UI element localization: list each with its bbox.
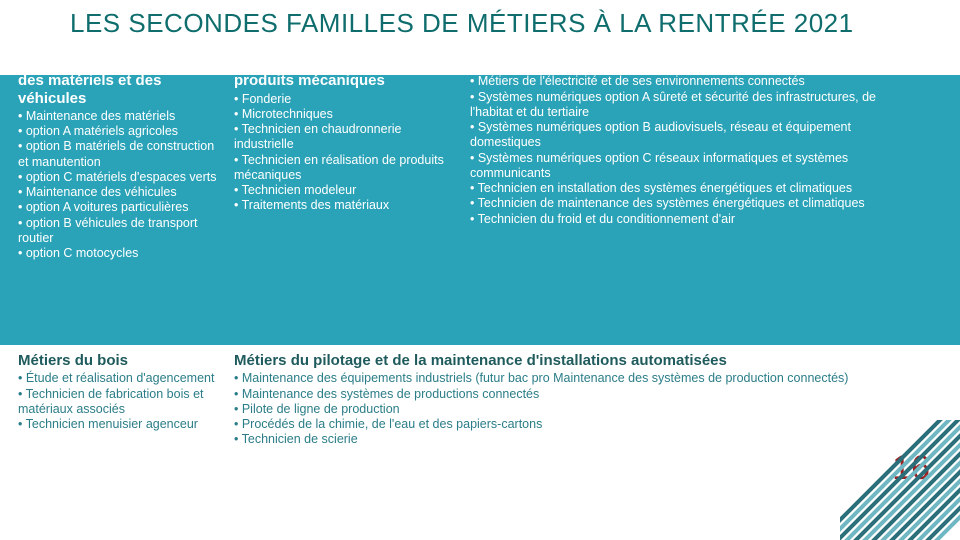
page-number: 16 — [892, 449, 930, 488]
body-bois: • Étude et réalisation d'agencement • Te… — [18, 371, 218, 432]
heading-realisation: Métiers de la réalisation de produits mé… — [234, 55, 454, 90]
heading-maintenance: Métiers de la maintenance des matériels … — [18, 55, 218, 107]
page-title: LES SECONDES FAMILLES DE MÉTIERS À LA RE… — [70, 8, 940, 39]
slide: LES SECONDES FAMILLES DE MÉTIERS À LA RE… — [0, 0, 960, 540]
col-bois: Métiers du bois • Étude et réalisation d… — [18, 352, 218, 448]
heading-bois: Métiers du bois — [18, 352, 218, 369]
body-pilotage: • Maintenance des équipements industriel… — [234, 371, 895, 447]
col-pilotage: Métiers du pilotage et de la maintenance… — [234, 352, 895, 448]
heading-pilotage: Métiers du pilotage et de la maintenance… — [234, 352, 895, 369]
columns-top: Métiers de la maintenance des matériels … — [18, 55, 895, 261]
columns-bottom: Métiers du bois • Étude et réalisation d… — [18, 352, 895, 448]
body-maintenance: • Maintenance des matériels • option A m… — [18, 109, 218, 262]
col-realisation: Métiers de la réalisation de produits mé… — [234, 55, 454, 261]
col-numerique: Métiers du numérique et de la transition… — [470, 55, 895, 261]
col-maintenance: Métiers de la maintenance des matériels … — [18, 55, 218, 261]
body-realisation: • Fonderie • Microtechniques • Technicie… — [234, 92, 454, 214]
heading-numerique: Métiers du numérique et de la transition… — [470, 55, 895, 72]
body-numerique: • Métiers de l'électricité et de ses env… — [470, 74, 895, 227]
